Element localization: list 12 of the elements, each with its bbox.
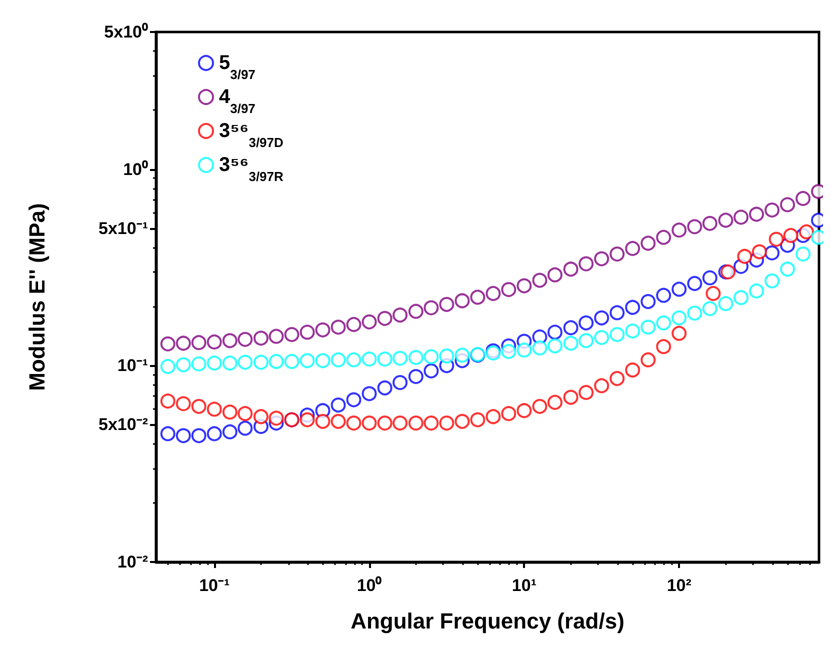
x-tick-label: 10¹: [512, 576, 537, 595]
x-axis-title: Angular Frequency (rad/s): [350, 608, 624, 634]
y-tick-label: 10⁻¹: [117, 356, 148, 376]
y-tick-label: 10⁻²: [117, 552, 148, 572]
y-axis-title: Modulus E'' (MPa): [24, 203, 50, 391]
x-tick-label: 10⁰: [356, 576, 382, 595]
y-tick-label: 5x10⁻¹: [98, 218, 148, 238]
x-tick-label: 10²: [666, 576, 692, 595]
y-tick-label: 10⁰: [123, 160, 148, 179]
x-tick-label: 10⁻¹: [199, 576, 230, 595]
y-tick-label: 5x10⁰: [104, 22, 148, 42]
y-tick-label: 5x10⁻²: [98, 415, 148, 434]
